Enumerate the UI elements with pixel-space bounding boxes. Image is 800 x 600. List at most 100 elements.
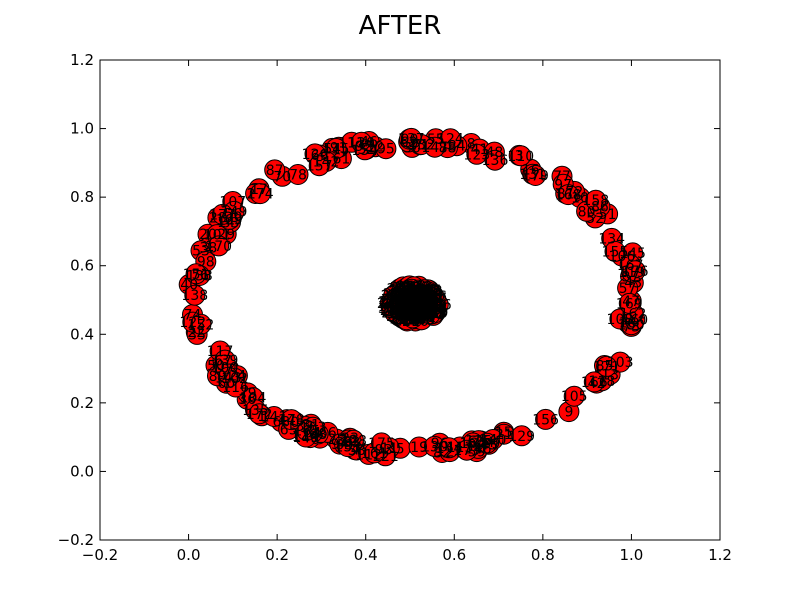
point-label: 4 [351, 443, 360, 459]
point-label: 184 [411, 290, 438, 306]
scatter-point [249, 183, 271, 205]
point-label: 13 [601, 368, 619, 384]
point-label: 141 [261, 410, 288, 426]
point-label: 230 [404, 284, 431, 300]
point-label: 77 [553, 169, 571, 185]
point-label: 142 [313, 155, 340, 171]
point-label: 3 [515, 148, 524, 164]
point-label: 46 [360, 135, 378, 151]
point-label: 148 [292, 430, 319, 446]
point-label: 32 [357, 142, 375, 158]
point-label: 69 [311, 148, 329, 164]
point-label: 27 [247, 187, 265, 203]
scatter-point [525, 165, 546, 186]
point-label: 18 [619, 316, 637, 332]
point-label: 258 [394, 281, 421, 297]
point-label: 275 [390, 311, 417, 327]
scatter-point [208, 235, 230, 257]
point-label: 310 [420, 298, 447, 314]
point-label: 292 [377, 296, 404, 312]
point-label: 192 [405, 284, 432, 300]
point-label: 52 [586, 211, 604, 227]
point-label: 314 [400, 280, 427, 296]
point-label: 204 [399, 291, 426, 307]
point-label: 79 [239, 386, 257, 402]
point-label: 54 [323, 141, 341, 157]
point-label: 126 [302, 147, 329, 163]
point-label: 205 [389, 285, 416, 301]
point-label: 264 [408, 304, 435, 320]
y-tick-label: 0.6 [70, 257, 94, 275]
point-label: 21 [495, 427, 513, 443]
scatter-point [456, 439, 478, 461]
point-label: 118 [589, 374, 616, 390]
scatter-point [212, 203, 233, 225]
point-label: 83 [343, 435, 361, 451]
scatter-point [557, 184, 579, 206]
point-label: 315 [401, 301, 428, 317]
point-label: 245 [395, 292, 422, 308]
scatter-point [217, 366, 239, 388]
point-label: 68 [309, 427, 327, 443]
point-label: 133 [186, 269, 213, 285]
point-label: 95 [377, 142, 395, 158]
point-label: 26 [339, 433, 357, 449]
point-label: 302 [420, 300, 447, 316]
point-label: 242 [397, 298, 424, 314]
point-label: 50 [207, 358, 225, 374]
y-tick-label: 0.8 [70, 188, 94, 206]
point-label: 82 [433, 446, 451, 462]
point-label: 36 [238, 392, 256, 408]
x-tick-label: 0.8 [531, 546, 555, 564]
point-label: 185 [405, 302, 432, 318]
point-label: 24 [228, 369, 246, 385]
point-label: 236 [401, 302, 428, 318]
point-label: 170 [205, 239, 232, 255]
point-label: 55 [427, 132, 445, 148]
point-label: 28 [209, 211, 227, 227]
point-label: 14 [217, 215, 235, 231]
point-label: 280 [406, 286, 433, 302]
point-label: 300 [416, 307, 443, 323]
point-label: 23 [341, 431, 359, 447]
point-label: 266 [408, 313, 435, 329]
scatter-point [535, 408, 557, 430]
point-label: 208 [397, 297, 424, 313]
point-label: 138 [181, 288, 208, 304]
point-label: 117 [207, 344, 234, 360]
point-label: 216 [418, 300, 445, 316]
point-label: 143 [215, 370, 242, 386]
point-label: 262 [397, 297, 424, 313]
point-label: 59 [468, 445, 486, 461]
point-label: 322 [393, 313, 420, 329]
point-label: 213 [394, 285, 421, 301]
point-label: 319 [387, 292, 414, 308]
point-label: 159 [473, 436, 500, 452]
point-label: 140 [480, 433, 507, 449]
point-label: 11 [380, 441, 398, 457]
scatter-point [264, 159, 286, 181]
point-label: 249 [403, 299, 430, 315]
point-label: 289 [391, 312, 418, 328]
point-label: 39 [296, 419, 314, 435]
point-label: 73 [622, 319, 640, 335]
point-label: 64 [303, 426, 321, 442]
point-label: 203 [387, 282, 414, 298]
point-label: 89 [209, 369, 227, 385]
point-label: 243 [410, 299, 437, 315]
point-label: 295 [385, 294, 412, 310]
point-label: 149 [221, 204, 248, 220]
point-label: 235 [402, 307, 429, 323]
point-label: 284 [388, 303, 415, 319]
point-label: 201 [412, 293, 439, 309]
point-label: 67 [214, 353, 232, 369]
point-label: 293 [419, 307, 446, 323]
point-label: 34 [477, 435, 495, 451]
point-label: 226 [402, 295, 429, 311]
point-label: 211 [390, 287, 417, 303]
y-tick-label: 0.2 [70, 394, 94, 412]
point-label: 270 [403, 303, 430, 319]
point-label: 12 [366, 140, 384, 156]
point-label: 71 [411, 138, 429, 154]
